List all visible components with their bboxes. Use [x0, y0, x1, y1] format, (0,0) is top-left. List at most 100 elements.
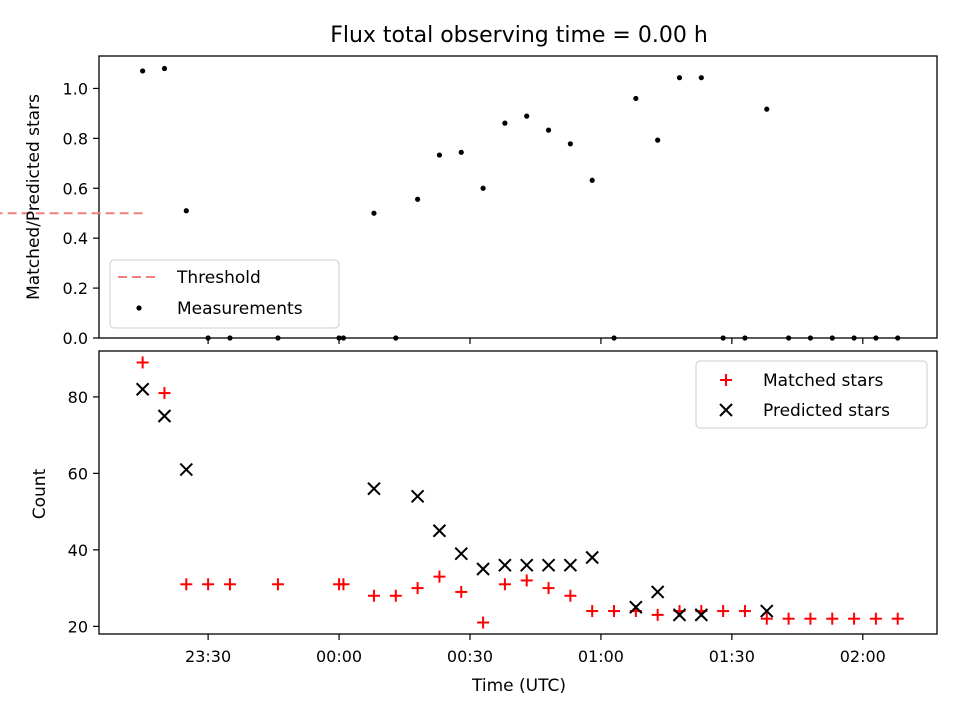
bottom-x-tick-label: 00:00: [316, 647, 362, 666]
matched-star-point: [271, 578, 284, 591]
measurement-point: [764, 106, 770, 112]
predicted-star-point: [432, 524, 447, 538]
predicted-star-point: [672, 608, 687, 622]
bottom-y-tick-label: 80: [68, 388, 88, 407]
predicted-star-point: [410, 489, 425, 504]
matched-star-point: [433, 570, 446, 583]
bottom-x-tick-label: 00:30: [447, 647, 493, 666]
matched-star-point: [136, 356, 149, 369]
matched-star-point: [717, 605, 730, 618]
matched-star-point: [411, 582, 424, 595]
measurement-point: [655, 137, 661, 143]
bottom-x-tick-label: 23:30: [185, 647, 231, 666]
predicted-star-point: [454, 546, 468, 561]
measurement-point: [895, 335, 901, 341]
matched-star-point: [891, 612, 904, 625]
measurement-point: [545, 127, 552, 133]
top-y-tick-label: 0.2: [63, 279, 88, 298]
measurement-point: [633, 95, 639, 102]
bottom-y-tick-label: 40: [68, 541, 88, 560]
legend-measurements-swatch: [136, 305, 142, 311]
predicted-star-point: [563, 558, 578, 572]
bottom-x-axis: 23:30 00:00 00:30 01:00 01:30 02:00: [185, 634, 886, 666]
measurement-point: [851, 335, 857, 341]
measurement-point: [524, 113, 530, 119]
legend-predicted-label: Predicted stars: [763, 401, 890, 421]
legend-matched-label: Matched stars: [763, 371, 883, 391]
predicted-stars-points: [135, 382, 774, 622]
bottom-x-tick-label: 02:00: [840, 647, 886, 666]
predicted-star-point: [694, 608, 709, 622]
measurement-point: [873, 335, 879, 341]
top-y-tick-label: 0.6: [63, 179, 88, 198]
matched-star-point: [651, 608, 664, 621]
legend-predicted-swatch: [719, 403, 733, 417]
predicted-star-point: [179, 462, 193, 477]
measurement-point: [720, 335, 726, 341]
measurement-point: [786, 335, 792, 341]
predicted-star-point: [650, 585, 665, 599]
top-x-ticks: [207, 338, 864, 344]
measurement-point: [698, 75, 704, 81]
predicted-star-point: [498, 558, 512, 572]
matched-star-point: [608, 605, 621, 618]
measurement-point: [415, 196, 421, 202]
predicted-star-point: [585, 550, 599, 565]
matched-star-point: [367, 589, 380, 602]
measurement-point: [807, 335, 814, 341]
measurement-point: [227, 335, 233, 341]
predicted-star-point: [367, 481, 381, 496]
measurement-point: [742, 335, 748, 341]
predicted-star-point: [476, 562, 490, 576]
measurement-point: [161, 65, 168, 72]
bottom-x-tick-label: 01:30: [709, 647, 755, 666]
matched-star-point: [498, 578, 511, 591]
bottom-legend: Matched stars Predicted stars: [695, 360, 928, 429]
measurement-point: [275, 335, 281, 341]
top-y-tick-label: 0.0: [63, 329, 88, 348]
predicted-star-point: [157, 409, 172, 423]
predicted-star-point: [629, 600, 643, 614]
matched-star-point: [542, 582, 555, 595]
top-y-tick-label: 1.0: [63, 79, 88, 98]
measurement-points: [140, 65, 901, 341]
bottom-y-label: Count: [30, 468, 50, 519]
legend-measurements-label: Measurements: [177, 299, 303, 319]
measurement-point: [436, 152, 443, 158]
measurement-point: [336, 335, 342, 341]
bottom-y-tick-label: 60: [68, 464, 88, 483]
legend-matched-swatch: [720, 374, 732, 386]
bottom-y-tick-label: 20: [68, 617, 88, 636]
matched-star-point: [223, 578, 236, 591]
top-plot-frame: [98, 55, 938, 339]
matched-star-point: [389, 589, 402, 602]
measurement-point: [829, 335, 835, 341]
matched-star-point: [760, 612, 773, 625]
measurement-point: [183, 208, 189, 214]
measurement-point: [480, 185, 486, 191]
measurement-point: [393, 335, 399, 341]
matched-star-point: [520, 574, 533, 587]
predicted-star-point: [541, 558, 556, 572]
top-legend: Threshold Measurements: [109, 259, 340, 329]
matched-star-point: [826, 612, 839, 625]
matched-star-point: [455, 585, 468, 598]
measurement-point: [611, 335, 617, 341]
measurement-point: [589, 177, 595, 183]
matched-star-point: [738, 605, 751, 618]
bottom-y-axis: 20 40 60 80: [68, 388, 99, 636]
measurement-point: [205, 335, 211, 341]
measurement-point: [371, 210, 377, 216]
legend-threshold-label: Threshold: [176, 268, 261, 288]
predicted-star-point: [135, 382, 150, 396]
matched-star-point: [869, 612, 882, 625]
top-y-axis: 0.0 0.2 0.4 0.6 0.8 1.0: [63, 79, 99, 348]
matched-star-point: [804, 612, 817, 625]
measurement-point: [340, 335, 347, 341]
bottom-plot-frame: [98, 350, 938, 635]
matched-star-point: [180, 578, 193, 591]
matched-star-point: [477, 616, 490, 629]
matched-star-point: [564, 589, 577, 602]
measurement-point: [502, 120, 508, 126]
